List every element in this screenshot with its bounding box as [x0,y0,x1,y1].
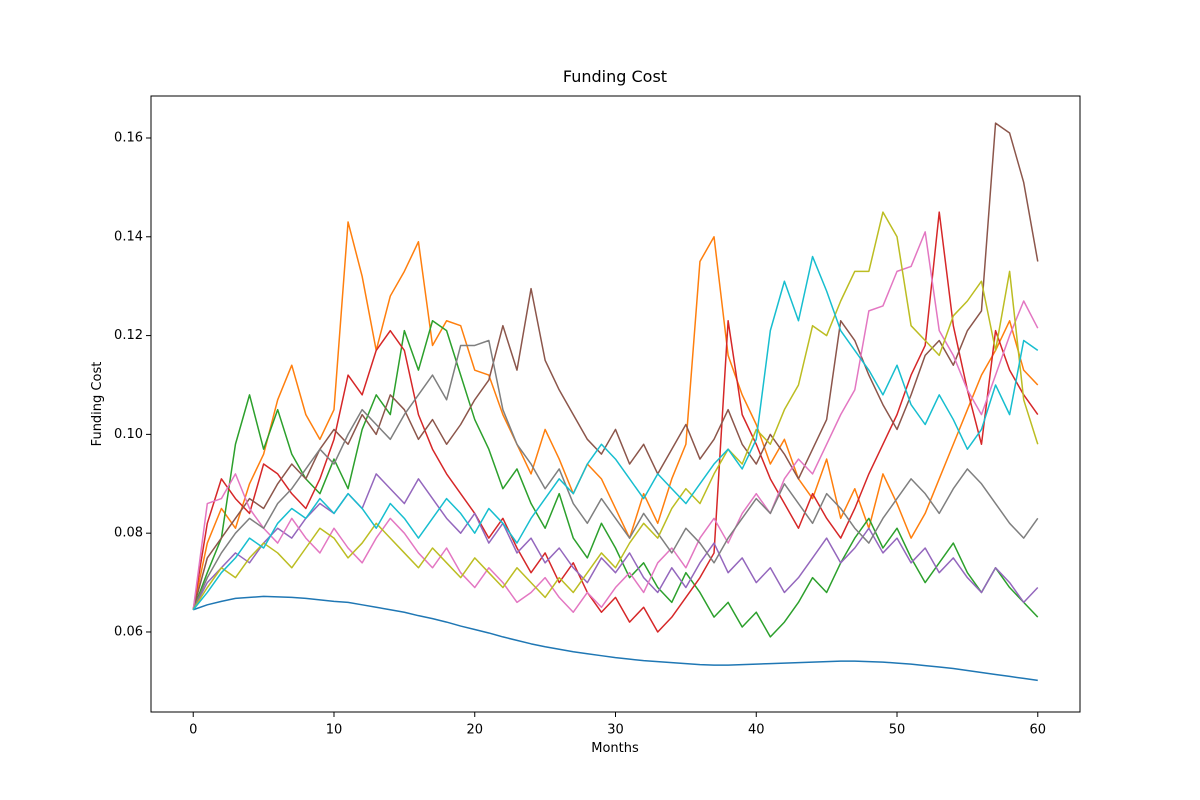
series-line [192,122,1039,610]
chart-title: Funding Cost [563,67,667,86]
series-line [192,231,1039,613]
x-tick-label: 0 [189,723,197,738]
y-axis-label: Funding Cost [90,362,105,447]
series-line [192,595,1038,682]
x-tick-label: 30 [607,723,624,738]
series-line [192,221,1039,610]
y-tick-label: 0.08 [114,526,143,541]
y-tick-label: 0.16 [114,130,143,145]
series-line [192,320,1039,638]
series-line [192,339,1039,611]
x-tick-label: 50 [889,723,906,738]
series-line [192,255,1039,611]
x-tick-label: 10 [326,723,343,738]
x-tick-label: 40 [748,723,765,738]
x-tick-label: 20 [466,723,483,738]
y-tick-label: 0.14 [114,229,143,244]
y-tick-label: 0.10 [114,427,143,442]
x-tick-label: 60 [1029,723,1046,738]
series-line [192,211,1039,633]
x-axis-label: Months [591,741,639,756]
y-tick-label: 0.12 [114,328,143,343]
series-line [192,211,1039,611]
y-tick-label: 0.06 [114,624,143,639]
